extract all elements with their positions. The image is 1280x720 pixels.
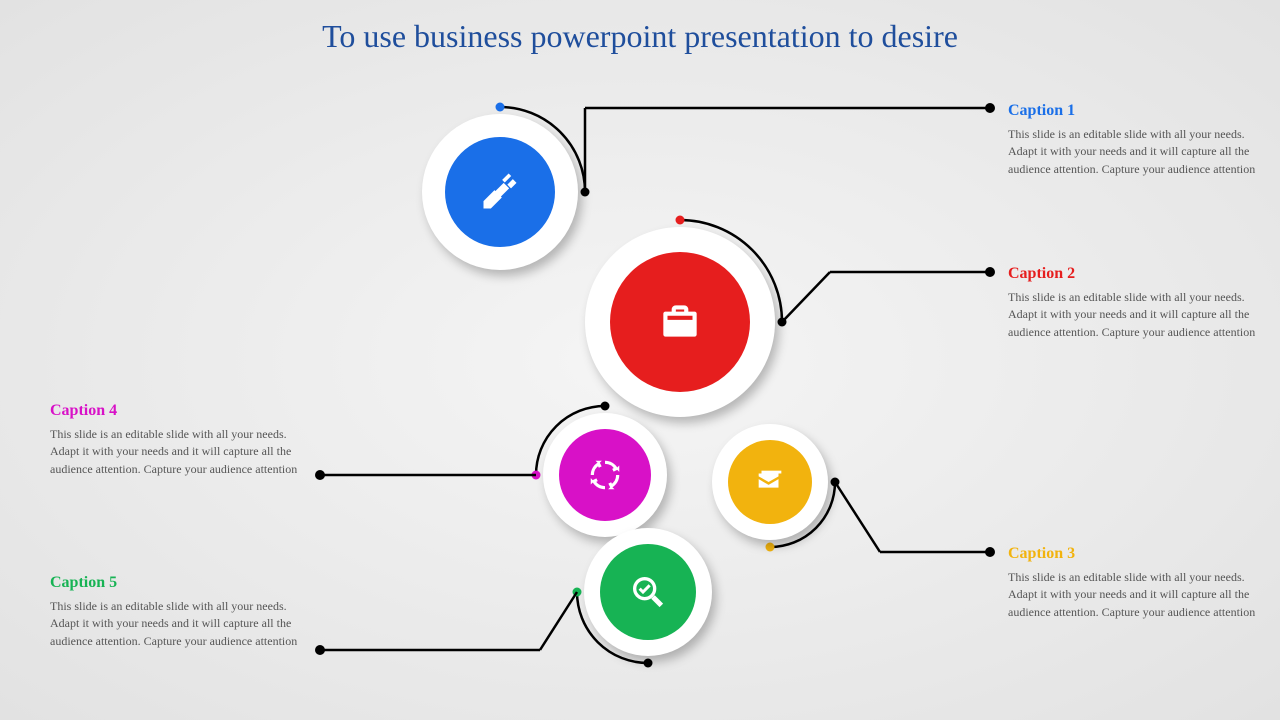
caption-4: Caption 4 This slide is an editable slid…	[50, 402, 310, 478]
caption-5-body: This slide is an editable slide with all…	[50, 598, 310, 650]
caption-2-title: Caption 2	[1008, 265, 1268, 283]
node-4	[543, 413, 667, 537]
caption-2-body: This slide is an editable slide with all…	[1008, 289, 1268, 341]
node-3	[712, 424, 828, 540]
caption-4-body: This slide is an editable slide with all…	[50, 426, 310, 478]
caption-3-title: Caption 3	[1008, 545, 1268, 563]
caption-5-title: Caption 5	[50, 574, 310, 592]
caption-4-title: Caption 4	[50, 402, 310, 420]
tools-icon	[478, 170, 522, 214]
caption-3: Caption 3 This slide is an editable slid…	[1008, 545, 1268, 621]
caption-2: Caption 2 This slide is an editable slid…	[1008, 265, 1268, 341]
node-1	[422, 114, 578, 270]
magnify-icon	[628, 572, 668, 612]
briefcase-icon	[655, 297, 705, 347]
mail-icon	[753, 465, 787, 499]
caption-5: Caption 5 This slide is an editable slid…	[50, 574, 310, 650]
caption-1: Caption 1 This slide is an editable slid…	[1008, 102, 1268, 178]
caption-1-body: This slide is an editable slide with all…	[1008, 126, 1268, 178]
cycle-icon	[586, 456, 624, 494]
caption-1-title: Caption 1	[1008, 102, 1268, 120]
node-5	[584, 528, 712, 656]
node-2	[585, 227, 775, 417]
caption-3-body: This slide is an editable slide with all…	[1008, 569, 1268, 621]
